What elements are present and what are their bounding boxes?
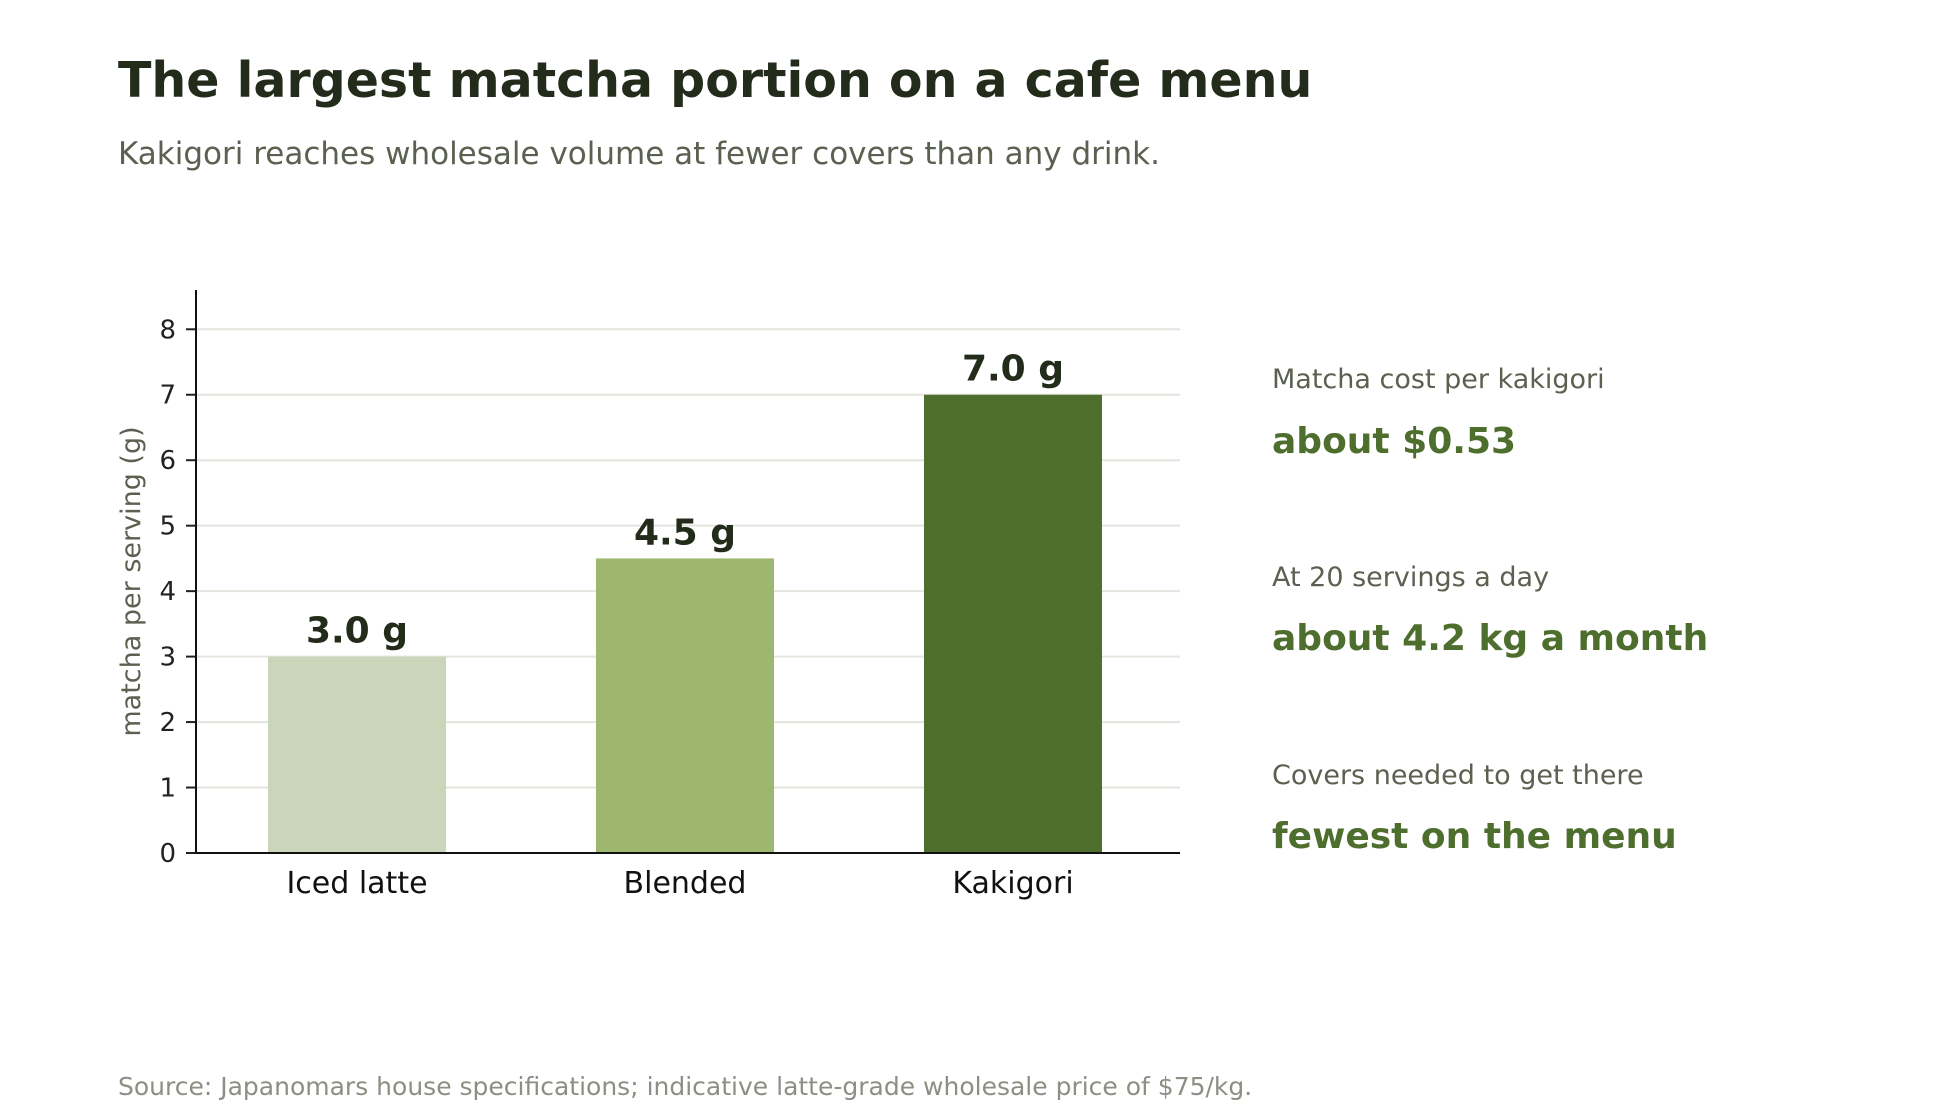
bar [268, 656, 446, 853]
stat-value-servings: about 4.2 kg a month [1272, 618, 1709, 659]
stat-label-cost: Matcha cost per kakigori [1272, 364, 1605, 395]
chart-subtitle: Kakigori reaches wholesale volume at few… [118, 136, 1160, 172]
y-tick-label: 6 [159, 446, 176, 476]
x-tick-label: Iced latte [286, 866, 427, 901]
bar [596, 558, 774, 853]
chart-title: The largest matcha portion on a cafe men… [118, 52, 1313, 109]
bar [924, 394, 1102, 853]
data-label: 3.0 g [306, 611, 408, 652]
x-tick-label: Blended [624, 866, 747, 901]
y-tick-label: 3 [159, 643, 176, 673]
y-tick-label: 4 [159, 577, 176, 607]
y-tick-label: 5 [159, 512, 176, 542]
stat-label-covers: Covers needed to get there [1272, 760, 1644, 791]
y-tick-label: 7 [159, 381, 176, 411]
data-label: 7.0 g [962, 349, 1064, 390]
x-tick-label: Kakigori [952, 866, 1073, 901]
y-tick-label: 2 [159, 708, 176, 738]
y-tick-label: 0 [159, 839, 176, 869]
y-axis-label: matcha per serving (g) [116, 426, 147, 736]
stat-value-cost: about $0.53 [1272, 421, 1517, 462]
y-tick-label: 1 [159, 774, 176, 804]
source-note: Source: Japanomars house specifications;… [118, 1072, 1253, 1101]
y-tick-label: 8 [159, 315, 176, 345]
stat-label-servings: At 20 servings a day [1272, 562, 1550, 593]
data-label: 4.5 g [634, 512, 736, 553]
stat-value-covers: fewest on the menu [1272, 816, 1677, 857]
